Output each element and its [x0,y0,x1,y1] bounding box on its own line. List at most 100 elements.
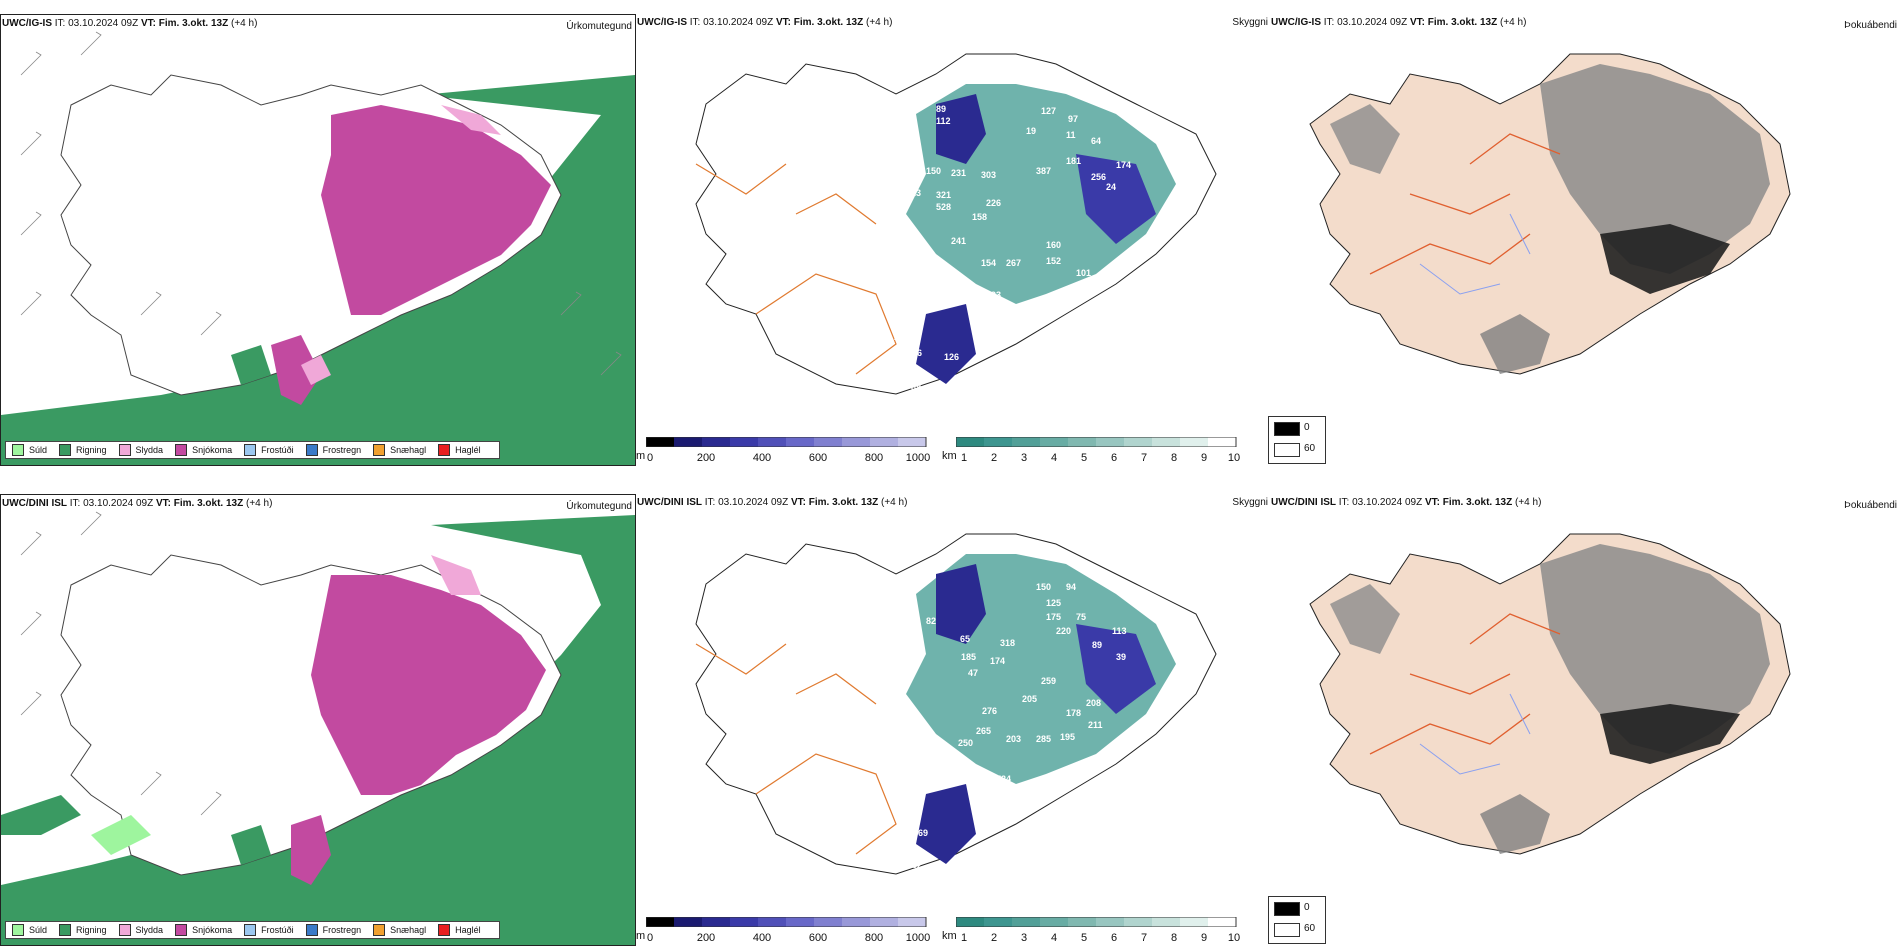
km-tick: 8 [1170,932,1178,944]
km-tick: 9 [1200,452,1208,464]
vis-label: 160 [1046,240,1061,250]
height-tick: 800 [864,452,884,464]
vt-value: Fim. 3.okt. 13Z [173,498,244,509]
vis-label: 109 [856,722,871,732]
vt-value: Fim. 3.okt. 13Z [1427,17,1498,28]
vis-label: 318 [1000,638,1015,648]
vis-label: 181 [1066,156,1081,166]
model-name: UWC/DINI ISL [1271,497,1336,508]
model-name: UWC/IG-IS [1271,17,1321,28]
legend-label: Frostregn [322,445,362,455]
legend-swatch [118,924,131,936]
it-value: 03.10.2024 09Z [718,497,789,508]
cloud-map-row1 [1270,14,1900,464]
legend-item: Súld [12,924,47,936]
height-colorbar-row2: m 0 200 400 600 800 1000 [636,917,936,944]
height-colorbar-swatches [646,437,927,447]
cloud-legend-row2: 0 60 [1268,896,1326,944]
vis-label: 175 [1046,612,1061,622]
vis-label: 211 [1088,720,1103,730]
vis-label: 195 [1060,732,1075,742]
legend-label: Snæhagl [390,445,427,455]
legend-swatch [305,444,318,456]
vis-label: 185 [961,652,976,662]
vis-label: 72 [888,364,898,374]
vis-label: 39 [1116,652,1126,662]
km-tick: 3 [1020,932,1028,944]
legend-label: 60 [1304,923,1316,934]
precip-map-row2 [1,495,635,945]
legend-swatch [438,924,451,936]
vis-label: 265 [976,726,991,736]
km-tick: 2 [990,452,998,464]
vt-value: Fim. 3.okt. 13Z [793,17,864,28]
precip-legend-row2: Súld Rigning Slydda Snjókoma Frostúði Fr… [5,921,500,939]
vis-label: 75 [1076,612,1086,622]
visibility-value-labels: 81 117 89 127 97 112 19 11 64 96 150 231… [736,86,1131,392]
legend-item: Frostúði [244,444,294,456]
lead-time: (+4 h) [231,18,258,29]
legend-swatch [1274,902,1300,916]
legend-label: 0 [1304,422,1310,433]
vt-label: VT: [790,497,806,508]
legend-swatch [118,444,131,456]
vt-label: VT: [1409,17,1425,28]
vis-label: 150 [1036,582,1051,592]
vis-label: 226 [986,198,1001,208]
km-tick: 9 [1200,932,1208,944]
vis-label: 81 [736,86,746,96]
visibility-header-row1: UWC/IG-IS IT: 03.10.2024 09Z VT: Fim. 3.… [637,17,892,28]
height-tick: 200 [696,932,716,944]
precip-panel-row2: UWC/DINI ISL IT: 03.10.2024 09Z VT: Fim.… [0,494,636,946]
vis-label: 96 [866,244,876,254]
vis-label: 528 [936,202,951,212]
km-unit: km [942,930,957,942]
km-colorbar-row1: km 1 2 3 4 5 6 7 8 9 10 [942,437,1242,464]
vis-label: 174 [990,656,1005,666]
vis-label: 152 [1046,256,1061,266]
vis-label: 126 [944,352,959,362]
legend-label: Slydda [135,445,164,455]
vis-label: 127 [1041,106,1056,116]
vis-label: 52 [912,860,922,870]
vis-label: 267 [1006,258,1021,268]
km-tick: 6 [1110,932,1118,944]
legend-label: Frostúði [261,445,294,455]
vis-label: 241 [951,236,966,246]
vis-label: 19 [1026,126,1036,136]
height-tick: 1000 [905,932,931,944]
visibility-title-row1: Skyggni [1232,17,1268,28]
vis-label: 123 [906,188,921,198]
km-tick: 7 [1140,932,1148,944]
visibility-map-row2: 82 150 94 125 175 75 220 65 185 318 174 … [695,533,1217,875]
vis-label: 174 [1116,160,1131,170]
legend-label: 0 [1304,902,1310,913]
legend-label: Haglél [455,445,481,455]
vis-label: 285 [1036,734,1051,744]
km-colorbar-swatches [956,437,1237,447]
legend-swatch [1274,443,1300,457]
vt-value: Fim. 3.okt. 13Z [808,497,879,508]
legend-item: Slydda [118,924,164,936]
vis-label: 65 [960,634,970,644]
height-tick: 800 [864,932,884,944]
it-label: IT: [69,498,81,509]
it-label: IT: [1338,497,1350,508]
vis-label: 112 [936,116,951,126]
km-tick: 5 [1080,932,1088,944]
vis-label: 71 [912,846,922,856]
cloud-header-row1: UWC/IG-IS IT: 03.10.2024 09Z VT: Fim. 3.… [1271,17,1526,28]
legend-item: Haglél [438,444,481,456]
vis-label: 256 [1091,172,1106,182]
vis-label: 231 [951,168,966,178]
legend-swatch [175,924,188,936]
it-value: 03.10.2024 09Z [1352,497,1423,508]
precip-title-row1: Úrkomutegund [566,21,632,32]
vis-label: 143 [976,324,991,334]
legend-label: Slydda [135,925,164,935]
height-colorbar-swatches [646,917,927,927]
vis-label: 94 [1066,582,1076,592]
legend-label: Rigning [76,445,107,455]
legend-item: Snæhagl [373,924,426,936]
precip-panel-row1: UWC/IG-IS IT: 03.10.2024 09Z VT: Fim. 3.… [0,14,636,466]
